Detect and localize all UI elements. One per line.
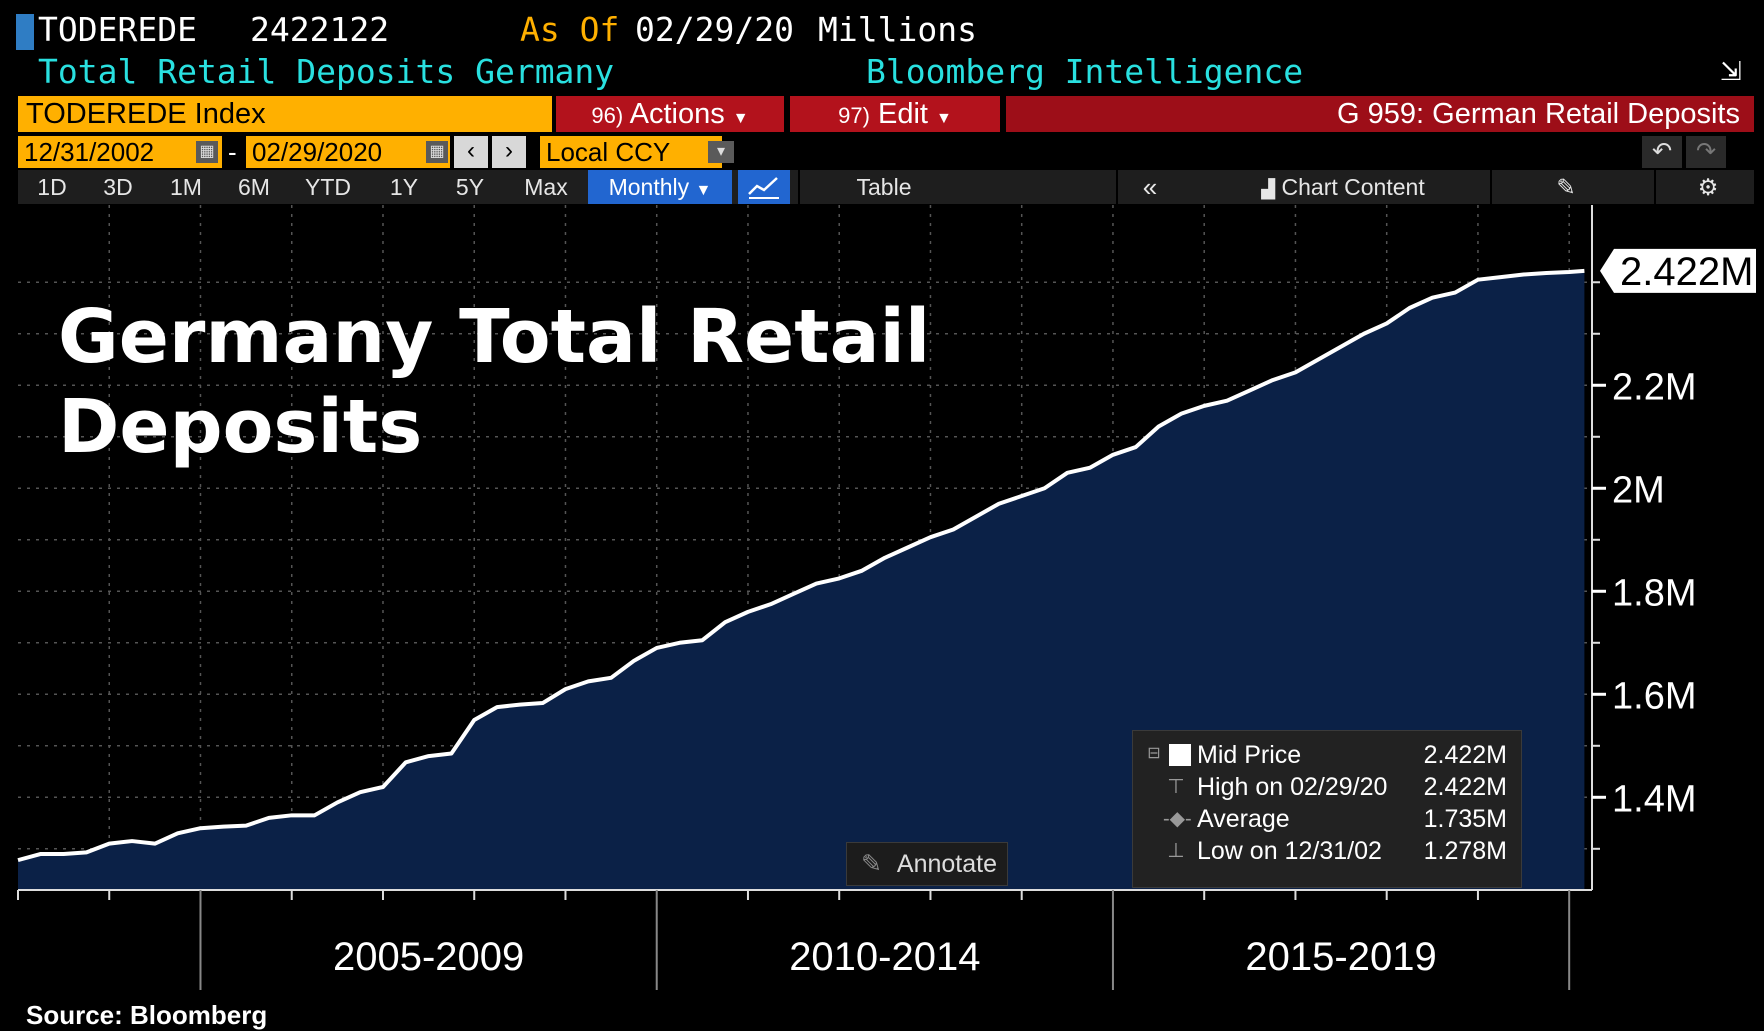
collapse-icon[interactable]: «	[1142, 172, 1158, 202]
period-max[interactable]: Max	[524, 174, 568, 200]
start-date-field[interactable]: 12/31/2002	[18, 136, 222, 168]
last-value-label: 2.422M	[1620, 250, 1753, 294]
header-marker	[16, 14, 34, 50]
edit-num: 97)	[838, 103, 870, 128]
last-value-bg	[1600, 248, 1756, 293]
chart-title: Germany Total Retail	[58, 294, 930, 380]
x-period-label: 2005-2009	[333, 935, 524, 979]
edit-chart-icon[interactable]: ✎	[1556, 174, 1576, 200]
redo-icon[interactable]: ↷	[1686, 136, 1726, 168]
legend-panel: ⊟ Mid Price 2.422M ⊤ High on 02/29/20 2.…	[1132, 730, 1522, 888]
period-3d[interactable]: 3D	[103, 174, 133, 200]
series-swatch	[1169, 744, 1191, 766]
chevron-down-icon[interactable]: ▾	[708, 141, 734, 163]
calendar-icon[interactable]: ▦	[196, 141, 218, 163]
command-bar: TODEREDE Index 96) Actions ▼ 97) Edit ▼ …	[18, 96, 1754, 132]
ticker-label: TODEREDE	[38, 10, 197, 49]
as-of-label: As Of	[520, 10, 620, 49]
last-value: 2422122	[250, 10, 390, 49]
export-icon[interactable]: ⇲	[1720, 56, 1742, 86]
line-chart-icon[interactable]	[738, 170, 790, 204]
period-bar: 1D 3D 1M 6M YTD 1Y 5Y Max Monthly ▼ Tabl…	[18, 170, 1754, 204]
average-icon: -◆-	[1163, 808, 1192, 830]
period-ytd[interactable]: YTD	[305, 174, 351, 200]
chart-title-line2: Deposits	[58, 384, 422, 470]
frequency-value: Monthly	[608, 174, 690, 200]
calendar-icon[interactable]: ▦	[426, 141, 448, 163]
y-axis: 1.4M 1.6M 1.8M 2M 2.2M	[1591, 205, 1696, 890]
prev-range-button[interactable]: ‹	[454, 136, 488, 168]
chart-content-button[interactable]: ▟ Chart Content	[1228, 170, 1458, 204]
actions-button[interactable]: 96) Actions ▼	[556, 96, 784, 132]
date-range-bar: 12/31/2002 ▦ - 02/29/2020 ▦ ‹ › Local CC…	[18, 136, 1754, 168]
period-1d[interactable]: 1D	[37, 174, 67, 200]
y-tick-label: 1.4M	[1612, 778, 1696, 820]
period-1y[interactable]: 1Y	[389, 174, 419, 200]
pencil-icon: ✎	[861, 850, 882, 878]
legend-value-high: 2.422M	[1423, 773, 1507, 801]
high-icon: ⊤	[1167, 776, 1185, 798]
edit-button[interactable]: 97) Edit ▼	[790, 96, 1000, 132]
chevron-down-icon: ▼	[936, 110, 952, 127]
date-separator: -	[228, 137, 237, 167]
table-button[interactable]: Table	[856, 174, 912, 200]
chevron-down-icon: ▼	[695, 182, 712, 199]
y-tick-label: 2M	[1612, 469, 1665, 511]
legend-label-low: Low on 12/31/02	[1197, 837, 1382, 865]
chart-name-label: G 959: German Retail Deposits	[1006, 96, 1754, 132]
actions-label: Actions	[629, 98, 725, 130]
series-line	[17, 268, 1585, 863]
source-note: Source: Bloomberg	[26, 1000, 268, 1030]
security-subheader: Total Retail Deposits Germany Bloomberg …	[0, 52, 1764, 92]
frequency-dropdown[interactable]: Monthly ▼	[588, 170, 732, 204]
bar-chart-icon: ▟	[1261, 179, 1276, 199]
end-date-field[interactable]: 02/29/2020	[246, 136, 450, 168]
legend-value-average: 1.735M	[1423, 805, 1507, 833]
legend-label-high: High on 02/29/20	[1197, 773, 1388, 801]
source-group: Bloomberg Intelligence	[866, 52, 1304, 91]
last-value-tag: 2.422M	[1600, 248, 1756, 294]
x-period-label: 2010-2014	[789, 935, 980, 979]
currency-value: Local CCY	[546, 137, 671, 167]
as-of-date: 02/29/20	[635, 10, 794, 49]
legend-label-average: Average	[1197, 805, 1290, 833]
start-date: 12/31/2002	[24, 137, 155, 167]
next-range-button[interactable]: ›	[492, 136, 526, 168]
y-tick-label: 1.6M	[1612, 675, 1696, 717]
legend-value-mid: 2.422M	[1423, 741, 1507, 769]
legend-value-low: 1.278M	[1423, 837, 1507, 865]
edit-label: Edit	[877, 98, 928, 130]
period-5y[interactable]: 5Y	[455, 174, 485, 200]
units-label: Millions	[818, 10, 977, 49]
annotate-button[interactable]: ✎ Annotate	[846, 842, 1008, 886]
security-name: Total Retail Deposits Germany	[38, 52, 615, 91]
y-tick-label: 2.2M	[1612, 366, 1696, 408]
end-date: 02/29/2020	[252, 137, 383, 167]
x-period-label: 2015-2019	[1245, 935, 1436, 979]
period-6m[interactable]: 6M	[238, 174, 270, 200]
collapse-icon[interactable]: ⊟	[1147, 745, 1161, 762]
gear-icon[interactable]: ⚙	[1697, 174, 1719, 200]
ticker-input[interactable]: TODEREDE Index	[18, 96, 552, 132]
annotate-label: Annotate	[896, 850, 997, 878]
low-icon: ⊥	[1167, 840, 1185, 862]
x-axis: 2005-2009 2010-2014 2015-2019	[17, 889, 1592, 990]
y-tick-label: 1.8M	[1612, 572, 1696, 614]
chart-content-label: Chart Content	[1281, 174, 1425, 200]
chevron-down-icon: ▼	[732, 110, 749, 127]
legend-label-mid: Mid Price	[1197, 741, 1302, 769]
actions-num: 96)	[591, 103, 624, 128]
undo-icon[interactable]: ↶	[1642, 136, 1682, 168]
security-header: TODEREDE 2422122 As Of 02/29/20 Millions	[0, 10, 1764, 50]
currency-select[interactable]: Local CCY	[540, 136, 722, 168]
period-1m[interactable]: 1M	[170, 174, 202, 200]
